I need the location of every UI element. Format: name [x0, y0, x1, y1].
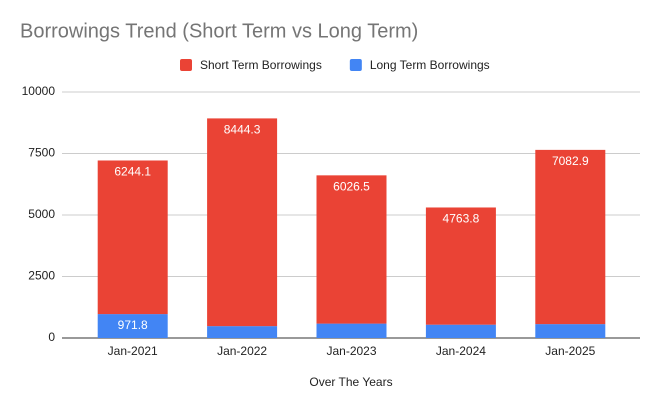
x-axis-label: Over The Years: [309, 375, 392, 389]
data-label: 6026.5: [333, 180, 370, 194]
bar-segment: [207, 118, 278, 327]
bar-segment: [425, 207, 496, 325]
x-tick-label: Jan-2024: [436, 344, 486, 358]
data-label: 4763.8: [443, 212, 480, 226]
y-tick-label: 0: [48, 330, 55, 344]
x-tick-label: Jan-2025: [545, 344, 595, 358]
data-label: 6244.1: [114, 165, 151, 179]
bar-segment: [207, 326, 278, 338]
x-tick-label: Jan-2021: [108, 344, 158, 358]
y-tick-label: 7500: [28, 146, 55, 160]
y-tick-label: 10000: [22, 84, 56, 98]
legend-label: Long Term Borrowings: [370, 58, 490, 72]
bar-segment: [316, 323, 387, 338]
legend-swatch: [349, 59, 362, 71]
data-label: 7082.9: [552, 154, 589, 168]
chart-title: Borrowings Trend (Short Term vs Long Ter…: [20, 20, 418, 42]
x-tick-label: Jan-2022: [217, 344, 267, 358]
legend-label: Short Term Borrowings: [200, 58, 322, 72]
bar-segment: [97, 160, 168, 315]
bar-segment: [535, 324, 606, 338]
bar-segment: [97, 314, 168, 338]
x-tick-label: Jan-2023: [326, 344, 376, 358]
bar-segment: [316, 175, 387, 324]
bar-segment: [535, 149, 606, 325]
y-tick-label: 2500: [28, 269, 55, 283]
bar-segment: [425, 324, 496, 338]
data-label: 8444.3: [224, 123, 261, 137]
data-label: 971.8: [118, 318, 148, 332]
legend-swatch: [180, 59, 192, 71]
y-tick-label: 5000: [28, 207, 55, 221]
